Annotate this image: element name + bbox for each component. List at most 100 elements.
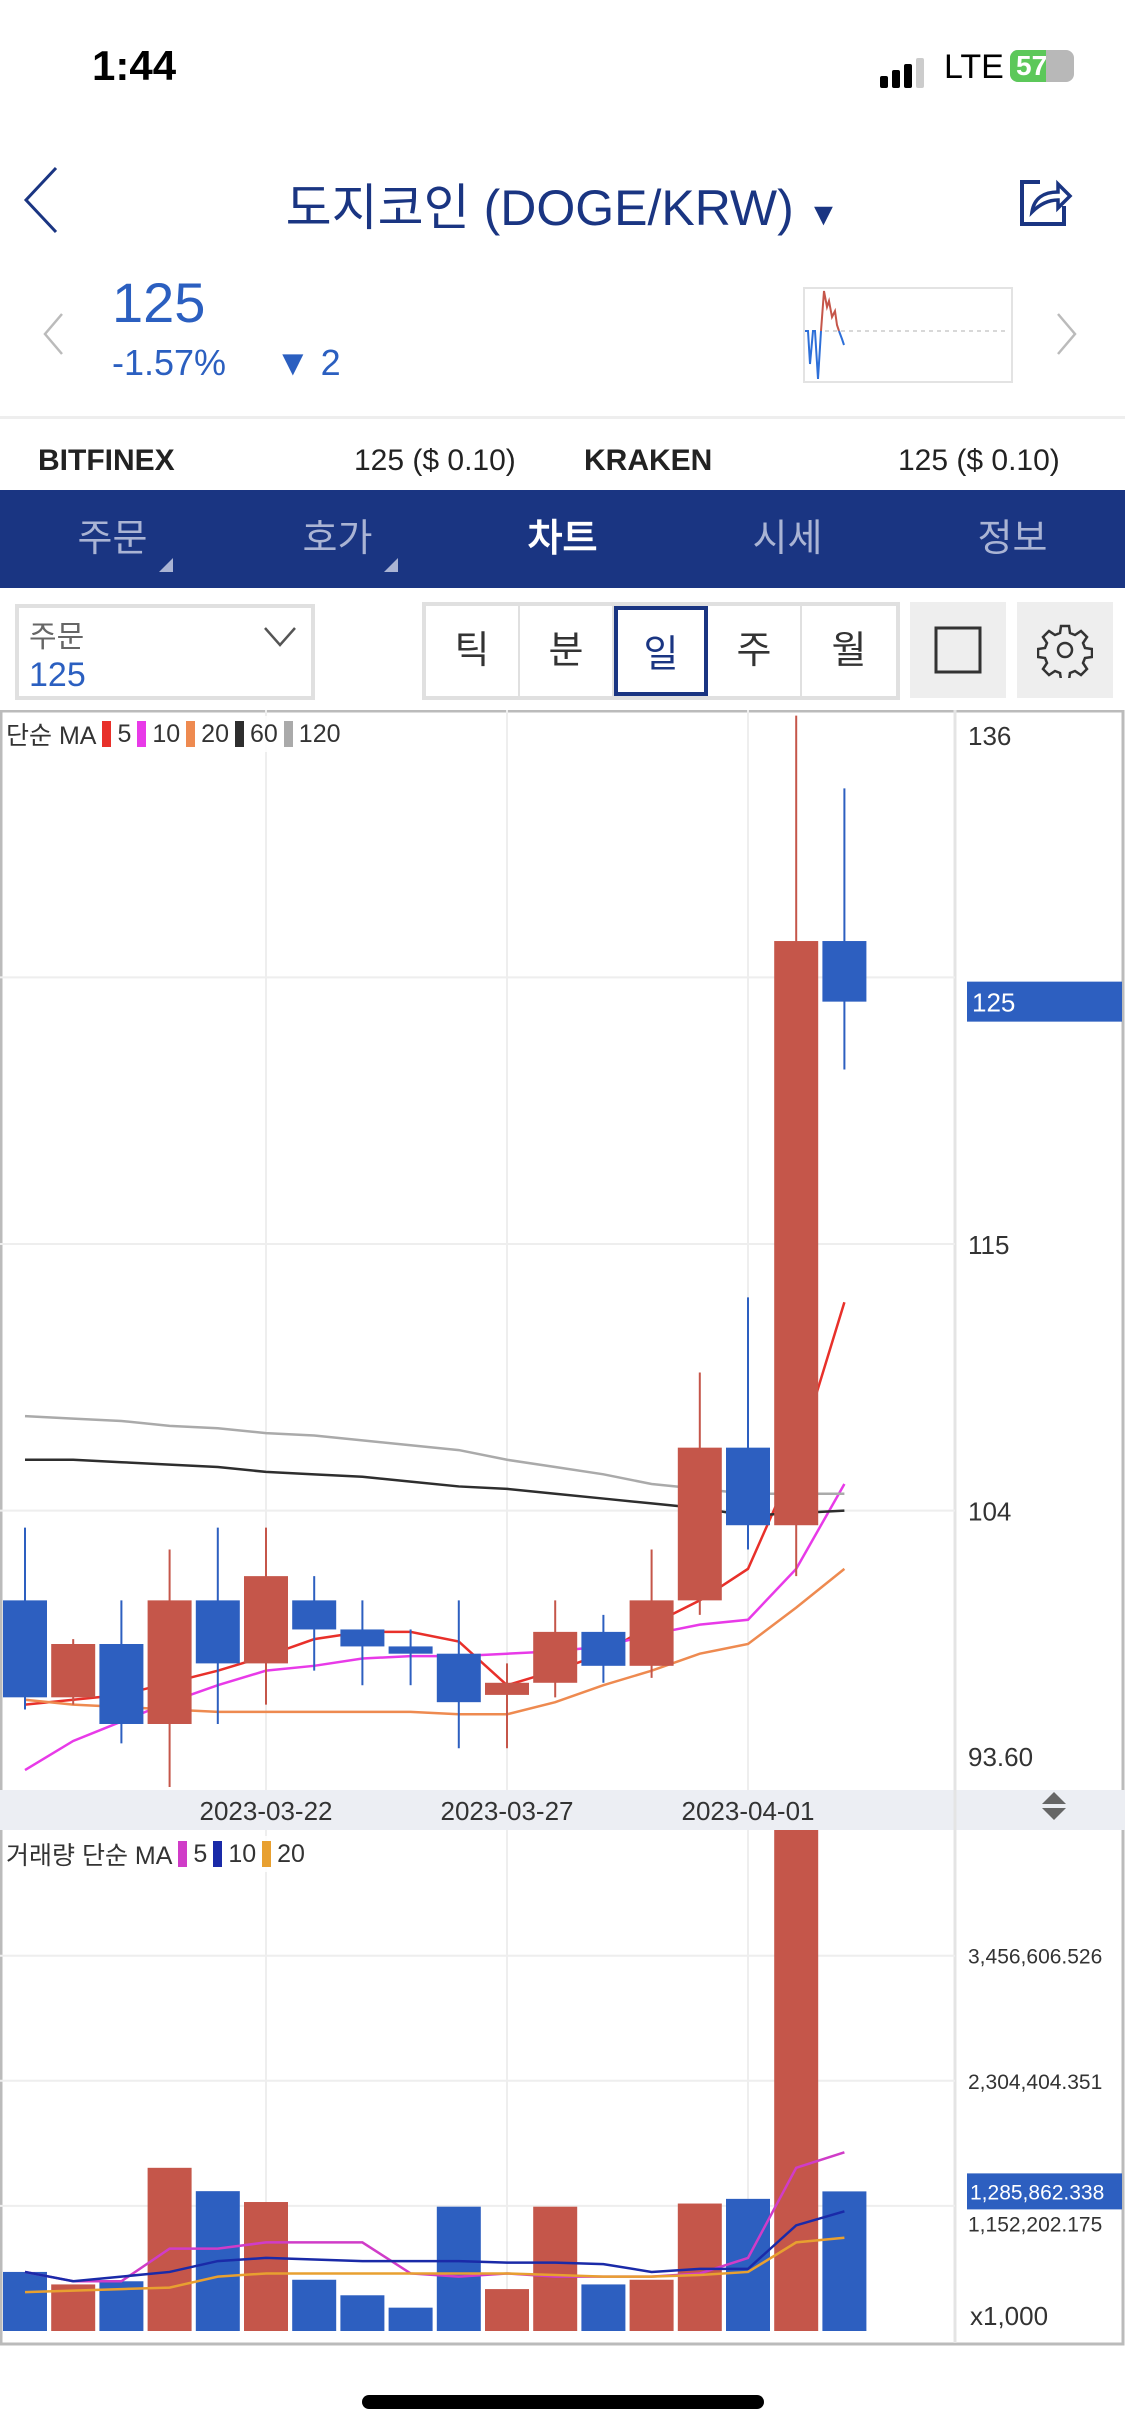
exchange-name-kraken: KRAKEN: [584, 444, 713, 477]
change-percent: -1.57%: [112, 342, 227, 383]
next-coin-icon[interactable]: [1054, 312, 1078, 356]
exchange-value-kraken: 125 ($ 0.10): [898, 444, 1060, 477]
prev-coin-icon[interactable]: [42, 312, 66, 356]
network-label: LTE: [944, 48, 1004, 86]
legend-label: 60: [249, 719, 278, 748]
volume-ma-line-20: [24, 2236, 845, 2294]
volume-bar: [677, 2203, 722, 2331]
volume-bar: [3, 2271, 47, 2331]
tab-order[interactable]: 주문: [0, 490, 225, 588]
candle-body: [244, 1576, 288, 1664]
legend-swatch: [283, 721, 293, 747]
square-icon: [934, 626, 982, 674]
legend-title: 거래량 단순 MA: [6, 1842, 173, 1870]
status-time: 1:44: [92, 42, 177, 89]
volume-bar: [340, 2295, 385, 2331]
tab-orderbook[interactable]: 호가: [225, 490, 450, 588]
order-select-value: 125: [29, 656, 86, 694]
order-price-select[interactable]: 주문 125: [15, 604, 315, 700]
resize-handle-icon: [1042, 1792, 1066, 1804]
volume-ma-line-10: [24, 2210, 845, 2283]
settings-button[interactable]: [1017, 602, 1113, 698]
legend-label: 5: [193, 1839, 208, 1868]
volume-bar: [629, 2279, 674, 2331]
volume-bar: [533, 2206, 578, 2331]
legend-swatch: [186, 721, 196, 747]
tab-label: 정보: [977, 518, 1048, 560]
page-title[interactable]: 도지코인 (DOGE/KRW) ▼: [0, 168, 1125, 240]
legend-swatch: [102, 721, 112, 747]
candle-body: [51, 1644, 96, 1698]
price-axis-label: 93.60: [968, 1742, 1033, 1772]
volume-bar: [388, 2307, 433, 2331]
tab-label: 시세: [752, 518, 823, 560]
date-axis-label: 2023-04-01: [682, 1796, 815, 1826]
divider: [0, 416, 1125, 419]
candle-body: [147, 1600, 192, 1724]
legend-label: 120: [298, 719, 341, 748]
price-axis-label: 115: [968, 1230, 1009, 1260]
candle-body: [195, 1600, 240, 1664]
price-axis-label: 136: [968, 721, 1011, 751]
tab-label: 주문: [77, 518, 148, 560]
legend-swatch: [234, 721, 244, 747]
fullscreen-button[interactable]: [910, 602, 1006, 698]
legend-swatch: [137, 721, 147, 747]
volume-pane: [3, 1830, 867, 2331]
legend-swatch: [262, 1841, 272, 1867]
volume-bar: [292, 2279, 337, 2331]
candle-body: [629, 1600, 674, 1666]
volume-bar: [436, 2206, 481, 2331]
legend-label: 20: [277, 1839, 305, 1868]
volume-ma-legend: 거래량 단순 MA 5 10 20: [6, 1836, 305, 1872]
legend-swatch: [213, 1841, 223, 1867]
tab-quotes[interactable]: 시세: [675, 490, 900, 588]
current-price: 125: [112, 271, 206, 334]
tab-bar: 주문 호가 차트 시세 정보: [0, 490, 1125, 588]
coin-name: 도지코인 (DOGE/KRW): [285, 180, 794, 236]
volume-axis-label: 2,304,404.351: [968, 2071, 1102, 2094]
share-icon[interactable]: [1018, 172, 1074, 228]
legend-label: 10: [228, 1839, 257, 1868]
volume-bar: [726, 2198, 770, 2331]
tab-label: 차트: [527, 518, 598, 560]
legend-swatch: [178, 1841, 188, 1867]
volume-axis-label: 3,456,606.526: [968, 1946, 1102, 1969]
period-day[interactable]: 일: [614, 606, 708, 696]
period-week[interactable]: 주: [708, 606, 802, 696]
period-minute[interactable]: 분: [520, 606, 614, 696]
date-axis-label: 2023-03-27: [441, 1796, 574, 1826]
battery-level: 57: [1016, 50, 1048, 81]
legend-label: 5: [117, 719, 132, 748]
change-amount: ▼ 2: [275, 342, 341, 383]
tab-chart[interactable]: 차트: [450, 490, 675, 588]
candle-body: [436, 1653, 481, 1703]
candle-body: [822, 941, 867, 1002]
date-axis-label: 2023-03-22: [200, 1796, 333, 1826]
candle-body: [533, 1631, 578, 1683]
candle-body: [340, 1629, 385, 1647]
current-volume-badge-label: 1,285,862.338: [970, 2181, 1104, 2204]
period-month[interactable]: 월: [831, 630, 867, 672]
mini-chart[interactable]: [803, 287, 1013, 383]
exchange-value-bitfinex: 125 ($ 0.10): [354, 444, 516, 477]
price-ma-legend: 단순 MA 5 10 20 60 120: [6, 716, 341, 752]
chevron-left-icon[interactable]: [22, 165, 62, 235]
legend-title: 단순 MA: [6, 722, 97, 750]
price-axis-label: 104: [968, 1497, 1011, 1527]
date-axis-strip: [0, 1790, 1125, 1830]
tab-label: 호가: [302, 518, 373, 560]
legend-label: 10: [152, 719, 181, 748]
current-price-badge: [967, 981, 1122, 1022]
volume-bar: [581, 2284, 626, 2331]
chevron-down-icon: [264, 627, 296, 647]
candle-body: [677, 1447, 722, 1601]
current-volume-badge: [967, 2173, 1122, 2210]
tab-info[interactable]: 정보: [900, 490, 1125, 588]
volume-bar: [244, 2202, 288, 2331]
gear-icon: [1037, 624, 1093, 678]
period-tick[interactable]: 틱: [426, 606, 520, 696]
chart-border: [0, 710, 1125, 2346]
candle-body: [726, 1447, 770, 1526]
